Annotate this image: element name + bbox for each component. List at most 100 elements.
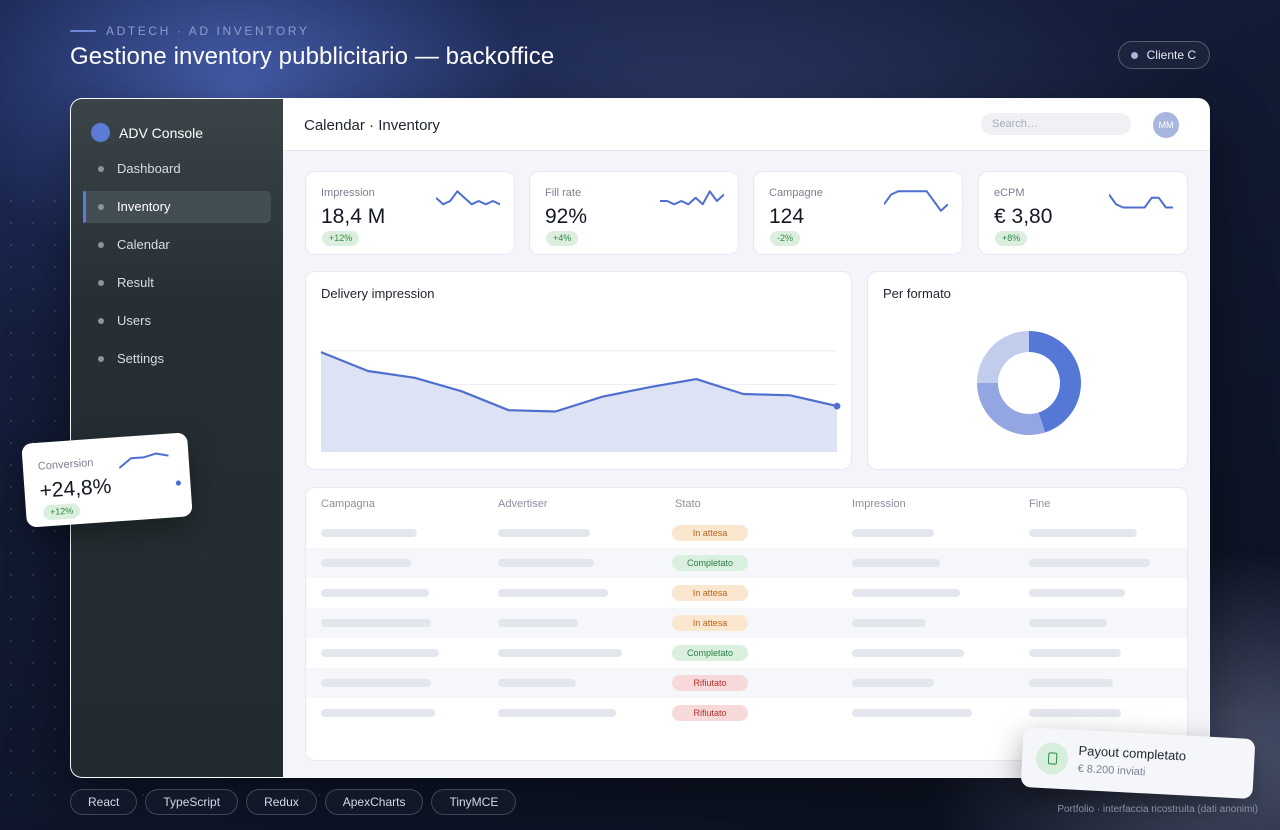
- kpi-sparkline: [660, 190, 724, 206]
- table-row[interactable]: Rifiutato: [306, 698, 1187, 728]
- format-chart-card: Per formato: [867, 271, 1188, 470]
- column-header-stato[interactable]: Stato: [675, 498, 701, 510]
- sidebar-item-users[interactable]: Users: [83, 305, 271, 337]
- placeholder-cell: [852, 619, 926, 627]
- sparkline-line: [436, 190, 500, 206]
- table-row[interactable]: Rifiutato: [306, 668, 1187, 698]
- placeholder-cell: [1029, 679, 1113, 687]
- format-chart-title: Per formato: [883, 286, 951, 301]
- kpi-label: eCPM: [994, 187, 1025, 199]
- placeholder-cell: [321, 619, 431, 627]
- placeholder-cell: [498, 709, 616, 717]
- kpi-card-campagne[interactable]: Campagne 124 -2%: [753, 171, 963, 255]
- kpi-card-fill-rate[interactable]: Fill rate 92% +4%: [529, 171, 739, 255]
- footer-note: Portfolio · interfaccia ricostruita (dat…: [1057, 804, 1258, 815]
- placeholder-cell: [852, 649, 964, 657]
- eyebrow: ADTECH · AD INVENTORY: [70, 24, 310, 38]
- kpi-sparkline: [436, 190, 500, 206]
- sparkline-line: [1109, 193, 1173, 209]
- kpi-value: 18,4 M: [321, 205, 386, 228]
- kpi-value: € 3,80: [994, 205, 1053, 228]
- donut-slice: [1029, 331, 1081, 433]
- nav-dot-icon: [98, 166, 104, 172]
- placeholder-cell: [321, 559, 411, 567]
- sidebar-nav: Dashboard Inventory Calendar Result Users Set…: [83, 153, 271, 381]
- status-badge: In attesa: [672, 525, 748, 541]
- sparkline-end-point: [175, 480, 181, 486]
- placeholder-cell: [321, 709, 435, 717]
- conversion-delta-badge: +12%: [42, 502, 81, 521]
- placeholder-cell: [852, 559, 940, 567]
- toast-subtitle: € 8.200 inviati: [1077, 762, 1146, 779]
- tech-tag-tinymce: TinyMCE: [431, 789, 517, 815]
- placeholder-cell: [852, 679, 934, 687]
- toast-title: Payout completato: [1078, 742, 1187, 764]
- kpi-card-ecpm[interactable]: eCPM € 3,80 +8%: [978, 171, 1188, 255]
- placeholder-cell: [498, 559, 594, 567]
- placeholder-cell: [498, 619, 578, 627]
- tech-tag-apexcharts: ApexCharts: [324, 789, 424, 815]
- sparkline-line: [884, 190, 948, 212]
- table-row[interactable]: Completato: [306, 548, 1187, 578]
- table-row[interactable]: Completato: [306, 638, 1187, 668]
- table-row[interactable]: In attesa: [306, 518, 1187, 548]
- kpi-sparkline: [1109, 193, 1173, 209]
- sidebar-item-label: Settings: [117, 351, 164, 366]
- placeholder-cell: [321, 589, 429, 597]
- column-header-campagna[interactable]: Campagna: [321, 498, 375, 510]
- area-fill: [321, 352, 837, 452]
- placeholder-cell: [321, 679, 431, 687]
- table-row[interactable]: In attesa: [306, 608, 1187, 638]
- kpi-delta-badge: +8%: [995, 231, 1028, 246]
- donut-slice: [977, 331, 1029, 383]
- nav-dot-icon: [98, 280, 104, 286]
- nav-dot-icon: [98, 204, 104, 210]
- kpi-label: Campagne: [769, 187, 823, 199]
- delivery-chart-title: Delivery impression: [321, 286, 435, 301]
- column-header-advertiser[interactable]: Advertiser: [498, 498, 548, 510]
- client-selector[interactable]: Cliente C: [1117, 41, 1210, 69]
- placeholder-cell: [1029, 529, 1137, 537]
- client-label: Cliente C: [1146, 48, 1196, 62]
- status-badge: Rifiutato: [672, 705, 748, 721]
- table-row[interactable]: In attesa: [306, 578, 1187, 608]
- status-badge: In attesa: [672, 615, 748, 631]
- delivery-chart-card: Delivery impression: [305, 271, 852, 470]
- placeholder-cell: [321, 529, 417, 537]
- avatar[interactable]: MM: [1153, 112, 1179, 138]
- kpi-label: Impression: [321, 187, 375, 199]
- eyebrow-line: [70, 30, 96, 32]
- search-input[interactable]: [981, 113, 1131, 135]
- sidebar-item-label: Result: [117, 275, 154, 290]
- breadcrumb: Calendar · Inventory: [304, 117, 440, 134]
- brand[interactable]: ADV Console: [91, 123, 203, 142]
- column-header-impression[interactable]: Impression: [852, 498, 906, 510]
- sparkline-line: [660, 190, 724, 206]
- conversion-label: Conversion: [37, 456, 94, 473]
- eyebrow-text: ADTECH · AD INVENTORY: [106, 24, 310, 38]
- conversion-value: +24,8%: [38, 474, 113, 503]
- brand-name: ADV Console: [119, 124, 204, 141]
- format-donut-chart: [977, 331, 1081, 435]
- series-line: [320, 351, 838, 413]
- tech-tags: React TypeScript Redux ApexCharts TinyMCE: [70, 789, 517, 815]
- sidebar-item-inventory[interactable]: Inventory: [83, 191, 271, 223]
- sidebar-item-result[interactable]: Result: [83, 267, 271, 299]
- conversion-card: Conversion +24,8% +12%: [21, 432, 193, 528]
- sidebar-item-calendar[interactable]: Calendar: [83, 229, 271, 261]
- client-dot-icon: [1130, 52, 1138, 59]
- sidebar-item-settings[interactable]: Settings: [83, 343, 271, 375]
- placeholder-cell: [1029, 559, 1150, 567]
- data-point: [833, 402, 841, 410]
- kpi-value: 124: [769, 205, 805, 228]
- placeholder-cell: [1029, 619, 1107, 627]
- sidebar-item-label: Calendar: [117, 237, 170, 252]
- column-header-fine[interactable]: Fine: [1029, 498, 1051, 510]
- kpi-card-impression[interactable]: Impression 18,4 M +12%: [305, 171, 515, 255]
- payout-toast[interactable]: Payout completato € 8.200 inviati: [1020, 726, 1256, 800]
- kpi-label: Fill rate: [545, 187, 582, 199]
- placeholder-cell: [1029, 589, 1125, 597]
- sidebar-item-dashboard[interactable]: Dashboard: [83, 153, 271, 185]
- delivery-area-chart: [320, 350, 841, 452]
- donut-slice: [977, 383, 1046, 435]
